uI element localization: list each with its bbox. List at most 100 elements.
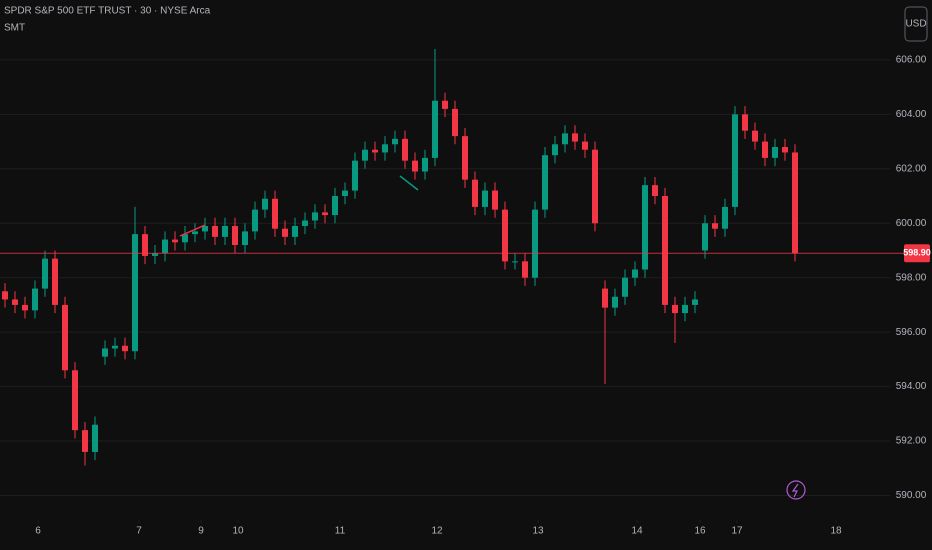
y-tick-label: 606.00 <box>896 55 927 66</box>
alert-icon[interactable] <box>786 480 806 500</box>
alert-bolt <box>791 483 799 498</box>
candle-body <box>452 108 458 137</box>
candle-body <box>312 212 318 221</box>
x-tick-label: 18 <box>830 526 842 537</box>
candle-body <box>772 147 778 158</box>
x-tick-label: 13 <box>532 526 544 537</box>
x-tick-label: 9 <box>198 526 204 537</box>
candle-body <box>652 185 658 197</box>
candle-body <box>322 212 328 216</box>
overlay-layer: 590.00 592.00 594.00 596.00 598.00 600.00 602.… <box>0 55 931 537</box>
candle-body <box>92 424 98 452</box>
candle-body <box>782 147 788 153</box>
candle-body <box>222 225 228 237</box>
candle-body <box>392 138 398 145</box>
y-tick-label: 594.00 <box>896 381 927 392</box>
candle-body <box>102 348 108 357</box>
candle-body <box>582 141 588 150</box>
candle-body <box>352 160 358 191</box>
candle-body <box>482 190 488 207</box>
candle-body <box>22 304 28 311</box>
candle-body <box>462 136 468 180</box>
candle-body <box>792 152 798 254</box>
x-tick-label: 10 <box>232 526 244 537</box>
y-tick-label: 590.00 <box>896 490 927 501</box>
candle-body <box>292 225 298 237</box>
smt-bearish-line <box>179 224 206 237</box>
candle-body <box>432 100 438 158</box>
smt-bullish-line <box>399 175 419 191</box>
candle-body <box>272 198 278 229</box>
candle-body <box>182 234 188 243</box>
candle-body <box>552 144 558 156</box>
candle-body <box>52 258 58 305</box>
candle-body <box>562 133 568 145</box>
x-tick-label: 11 <box>335 526 346 537</box>
candle-body <box>572 133 578 142</box>
candle-body <box>592 149 598 224</box>
candle-body <box>342 190 348 197</box>
currency-button[interactable] <box>904 6 928 42</box>
y-tick-label: 604.00 <box>896 109 927 120</box>
candle-body <box>442 100 448 109</box>
y-tick-label: 600.00 <box>896 218 927 229</box>
candle-body <box>522 261 528 278</box>
x-tick-label: 16 <box>694 526 706 537</box>
currency-label[interactable]: USD <box>905 19 926 30</box>
candle-body <box>192 231 198 235</box>
candle-body <box>682 304 688 314</box>
candle-body <box>702 223 708 251</box>
candle-body <box>372 149 378 153</box>
candle-body <box>752 130 758 142</box>
candle-body <box>152 253 158 256</box>
candle-body <box>382 144 388 153</box>
candle-body <box>532 209 538 278</box>
candle-body <box>172 239 178 243</box>
candle-body <box>632 269 638 278</box>
candle-body <box>232 225 238 246</box>
candle-body <box>612 296 618 308</box>
candles-layer <box>2 49 798 466</box>
candle-body <box>72 370 78 431</box>
candle-body <box>602 288 608 308</box>
candle-body <box>662 196 668 305</box>
candle-body <box>672 304 678 314</box>
candle-body <box>212 225 218 237</box>
candle-body <box>742 114 748 131</box>
candle-body <box>122 345 128 352</box>
x-tick-label: 7 <box>136 526 142 537</box>
candle-body <box>622 277 628 297</box>
candle-body <box>42 258 48 289</box>
candle-body <box>502 209 508 262</box>
candle-body <box>262 198 268 210</box>
candle-body <box>132 234 138 352</box>
candle-body <box>112 345 118 349</box>
candle-body <box>512 261 518 263</box>
indicator-label: SMT <box>4 23 25 34</box>
candle-body <box>332 196 338 216</box>
candle-body <box>642 185 648 270</box>
candle-body <box>12 299 18 305</box>
candle-body <box>422 157 428 172</box>
candle-body <box>242 231 248 246</box>
candle-body <box>202 225 208 232</box>
candle-body <box>412 160 418 172</box>
candle-body <box>252 209 258 232</box>
candle-body <box>542 155 548 210</box>
last-price-badge <box>904 244 930 263</box>
candle-body <box>492 190 498 210</box>
chart-title: SPDR S&P 500 ETF TRUST · 30 · NYSE Arca <box>4 6 211 17</box>
candle-body <box>362 149 368 161</box>
candle-body <box>732 114 738 207</box>
candle-body <box>62 304 68 371</box>
candle-body <box>162 239 168 254</box>
x-tick-label: 6 <box>35 526 41 537</box>
candle-body <box>2 291 8 300</box>
candle-body <box>712 223 718 229</box>
candle-body <box>32 288 38 311</box>
y-tick-label: 596.00 <box>896 327 927 338</box>
candle-body <box>302 220 308 226</box>
candle-body <box>722 206 728 229</box>
